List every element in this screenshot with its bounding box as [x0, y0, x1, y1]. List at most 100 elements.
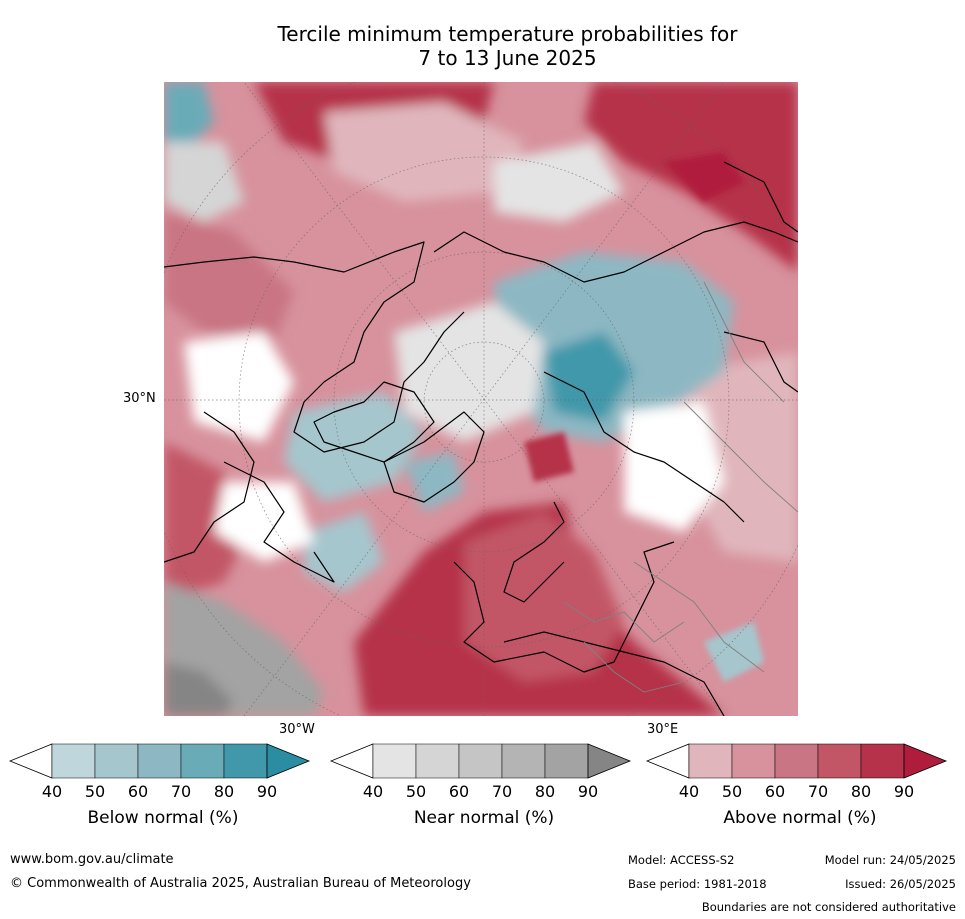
- colorbar-below-swatch-1: [94, 743, 139, 779]
- lat-30n-label: 30°N: [123, 391, 156, 406]
- colorbar-above-title: Above normal (%): [723, 808, 877, 828]
- border-1: [563, 601, 685, 643]
- footer-disclaimer: Boundaries are not considered authoritat…: [701, 900, 956, 914]
- near-light-left: [164, 142, 244, 222]
- below-atlantic: [304, 512, 384, 592]
- colorbar-above-max-extension: [903, 743, 948, 779]
- above-light-north: [324, 102, 524, 202]
- colorbar-near-tick-60: 60: [448, 782, 470, 801]
- colorbar-above-tick-50: 50: [721, 782, 743, 801]
- colorbar-below-min-extension: [8, 743, 53, 779]
- footer-base-period: Base period: 1981-2018: [628, 877, 767, 891]
- coastline-hudson: [223, 461, 335, 583]
- graticule-circle-1: [423, 341, 545, 463]
- lon-30e-label: 30°E: [647, 722, 679, 737]
- colorbar-near-title: Near normal (%): [413, 808, 555, 828]
- colorbar-below-swatches: [8, 743, 311, 779]
- footer-model: Model: ACCESS-S2: [628, 853, 735, 867]
- colorbar-above-tick-80: 80: [850, 782, 872, 801]
- colorbar-near-tick-40: 40: [362, 782, 384, 801]
- colorbar-near-tick-80: 80: [534, 782, 556, 801]
- below-siberia-core: [544, 332, 634, 422]
- colorbar-below-swatch-0: [51, 743, 96, 779]
- footer-issued: Issued: 26/05/2025: [845, 877, 956, 891]
- border-3: [683, 401, 798, 513]
- colorbar-below-swatch-2: [137, 743, 182, 779]
- colorbar-above-swatch-0: [688, 743, 733, 779]
- footer-model-run: Model run: 24/05/2025: [824, 853, 956, 867]
- colorbar-near-swatches: [329, 743, 632, 779]
- footer-website[interactable]: www.bom.gov.au/climate: [10, 852, 174, 867]
- border-5: [633, 561, 765, 673]
- colorbar-above-min-extension: [645, 743, 690, 779]
- graticule-circle-2: [333, 251, 635, 553]
- above-southwest: [164, 442, 254, 602]
- below-top-left-corner: [164, 82, 214, 152]
- border-2: [583, 641, 685, 693]
- colorbar-above-tick-70: 70: [807, 782, 829, 801]
- colorbar-above-tick-90: 90: [893, 782, 915, 801]
- near-white-pacific: [214, 482, 314, 562]
- near-grey-southwest-dark: [164, 662, 234, 716]
- coastline-scandinavia: [503, 501, 565, 603]
- graticule-meridian-3: [243, 82, 725, 716]
- above-europe: [464, 512, 624, 682]
- title-line-2: 7 to 13 June 2025: [418, 46, 597, 70]
- near-white-west: [184, 332, 294, 442]
- footer-copyright: © Commonwealth of Australia 2025, Austra…: [10, 876, 471, 891]
- colorbar-above-swatch-4: [860, 743, 905, 779]
- coastline-europe: [453, 541, 675, 673]
- colorbar-above-swatch-2: [774, 743, 819, 779]
- colorbar-near-max-extension: [587, 743, 632, 779]
- colorbar-near-tick-50: 50: [405, 782, 427, 801]
- colorbar-below-title: Below normal (%): [87, 808, 239, 828]
- colorbar-below-tick-80: 80: [213, 782, 235, 801]
- colorbar-below-tick-40: 40: [41, 782, 63, 801]
- lon-30w-label: 30°W: [279, 722, 315, 737]
- colorbar-above-tick-40: 40: [678, 782, 700, 801]
- graticule-meridian-4: [243, 82, 725, 716]
- colorbar-near-swatch-3: [501, 743, 546, 779]
- coastline-north-america: [164, 241, 465, 453]
- above-light-east: [684, 352, 798, 562]
- colorbar-above-swatch-1: [731, 743, 776, 779]
- colorbar-near-swatch-1: [415, 743, 460, 779]
- colorbar-near-swatch-2: [458, 743, 503, 779]
- near-light-north: [494, 142, 624, 222]
- below-spot-1: [704, 622, 764, 682]
- colorbar-near: Near normal (%) 40 50 60 70 80 90: [329, 742, 639, 847]
- colorbar-near-min-extension: [329, 743, 374, 779]
- colorbar-near-swatch-0: [372, 743, 417, 779]
- colorbar-below-tick-60: 60: [127, 782, 149, 801]
- colorbar-near-tick-70: 70: [491, 782, 513, 801]
- colorbar-near-tick-90: 90: [577, 782, 599, 801]
- colorbar-near-swatch-4: [544, 743, 589, 779]
- colorbar-below: Below normal (%) 40 50 60 70 80 90: [8, 742, 318, 847]
- colorbar-above: Above normal (%) 40 50 60 70 80 90: [645, 742, 955, 847]
- coastline-east: [723, 331, 798, 393]
- colorbar-above-swatches: [645, 743, 948, 779]
- colorbar-below-max-extension: [266, 743, 311, 779]
- above-spot-2: [524, 432, 574, 482]
- above-northwest: [164, 212, 294, 342]
- coastline-greenland: [383, 411, 485, 503]
- colorbar-above-swatch-3: [817, 743, 862, 779]
- coastline-siberia-south: [543, 371, 745, 523]
- coastline-mediterranean: [503, 631, 725, 716]
- colorbar-below-tick-50: 50: [84, 782, 106, 801]
- coastline-far-east: [723, 161, 798, 233]
- colorbar-below-tick-70: 70: [170, 782, 192, 801]
- probability-map: [164, 82, 798, 716]
- coastline-west: [164, 411, 255, 563]
- below-greenland-edge: [404, 452, 464, 512]
- above-spot-1: [664, 152, 744, 202]
- colorbar-below-tick-90: 90: [256, 782, 278, 801]
- title-line-1: Tercile minimum temperature probabilitie…: [277, 22, 738, 46]
- coastline-siberia: [433, 221, 798, 283]
- border-4: [703, 281, 785, 403]
- near-white-central: [624, 402, 724, 532]
- colorbar-above-tick-60: 60: [764, 782, 786, 801]
- near-arctic: [394, 302, 544, 442]
- chart-title: Tercile minimum temperature probabilitie…: [0, 22, 965, 70]
- colorbar-below-swatch-4: [223, 743, 268, 779]
